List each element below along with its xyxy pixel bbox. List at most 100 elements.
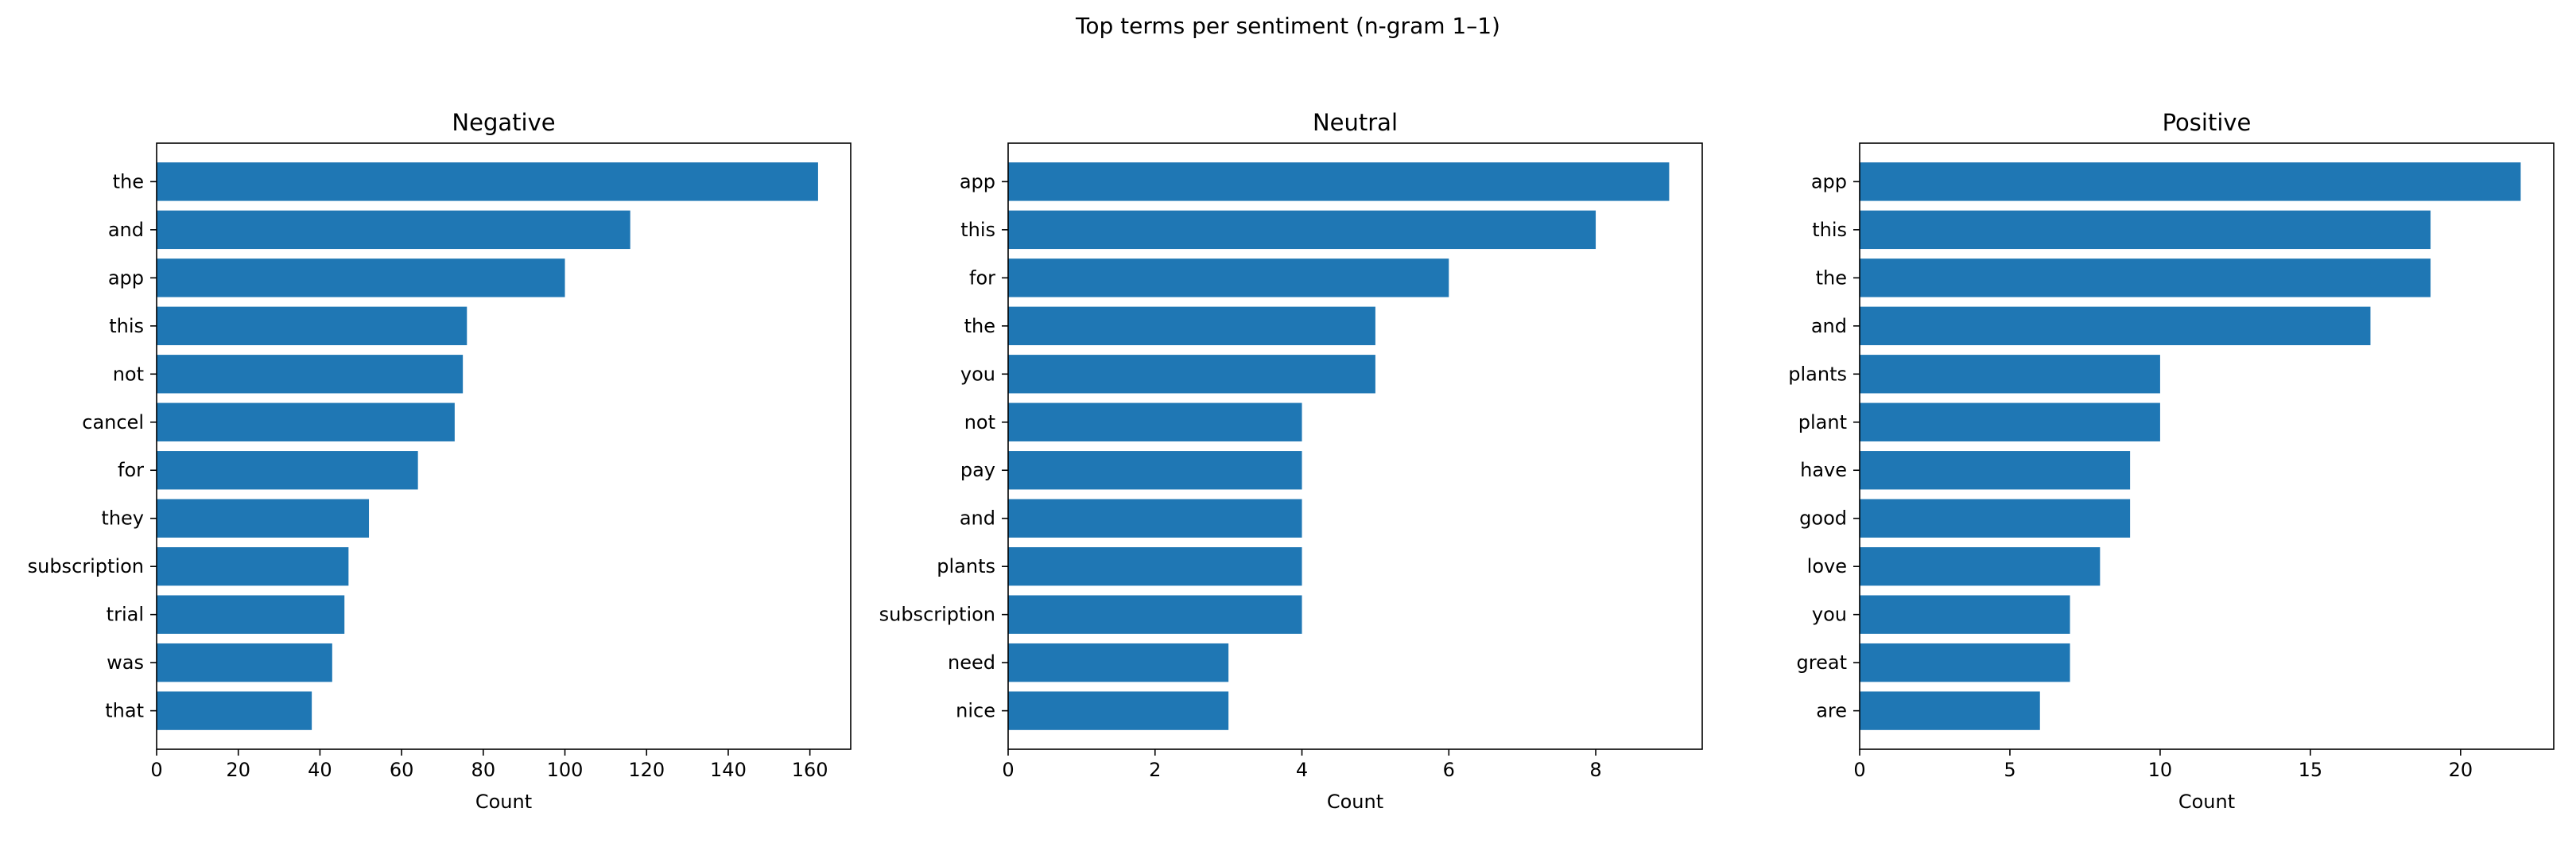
y-tick-label: are: [1816, 700, 1847, 722]
negative-x-axis-label: Count: [475, 791, 532, 813]
negative-axes-frame: [156, 142, 852, 750]
bar-positive-plants: [1860, 355, 2160, 394]
x-tick-label: 10: [2148, 759, 2173, 781]
bar-positive-have: [1860, 451, 2131, 490]
x-tick-label: 8: [1589, 759, 1601, 781]
bar-negative-subscription: [157, 547, 349, 586]
y-tick-label: trial: [107, 604, 144, 626]
bar-negative-cancel: [157, 402, 455, 441]
x-tick-label: 120: [628, 759, 665, 781]
bar-neutral-subscription: [1008, 595, 1302, 634]
neutral-x-axis-label: Count: [1327, 791, 1383, 813]
y-tick-label: pay: [960, 459, 995, 481]
y-tick-label: have: [1800, 459, 1847, 481]
x-tick-label: 4: [1296, 759, 1308, 781]
bar-neutral-app: [1008, 162, 1670, 201]
bar-positive-are: [1860, 691, 2040, 730]
bar-negative-and: [157, 210, 630, 250]
y-tick-label: not: [964, 411, 995, 433]
x-tick-label: 20: [2449, 759, 2473, 781]
y-tick-label: good: [1799, 507, 1847, 530]
x-tick-label: 40: [308, 759, 332, 781]
y-tick-label: plants: [1788, 363, 1847, 385]
x-tick-label: 60: [390, 759, 414, 781]
negative-panel: Negative the and app this not cancel for they sub…: [28, 109, 852, 813]
y-tick-label: this: [109, 315, 144, 337]
y-tick-label: nice: [956, 700, 995, 722]
bar-negative-that: [157, 691, 312, 730]
x-tick-label: 0: [1853, 759, 1865, 781]
bar-neutral-need: [1008, 643, 1229, 682]
y-tick-label: subscription: [879, 604, 995, 626]
y-tick-label: this: [1812, 219, 1847, 241]
y-tick-label: they: [101, 507, 144, 530]
bar-negative-they: [157, 499, 370, 538]
positive-axes-frame: [1859, 142, 2555, 750]
bar-neutral-you: [1008, 355, 1375, 394]
y-tick-label: the: [113, 170, 144, 192]
x-tick-label: 15: [2299, 759, 2323, 781]
bar-negative-not: [157, 355, 464, 394]
y-tick-label: you: [1812, 604, 1847, 626]
y-tick-label: that: [105, 700, 144, 722]
x-tick-label: 100: [547, 759, 584, 781]
x-tick-label: 2: [1149, 759, 1161, 781]
bar-positive-good: [1860, 499, 2131, 538]
bar-neutral-not: [1008, 402, 1302, 441]
bar-positive-the: [1860, 258, 2431, 297]
x-tick-label: 160: [792, 759, 828, 781]
bar-negative-this: [157, 306, 467, 345]
y-tick-label: love: [1807, 555, 1847, 577]
x-tick-label: 5: [2004, 759, 2015, 781]
x-tick-label: 0: [150, 759, 162, 781]
y-tick-label: app: [108, 266, 144, 289]
y-tick-label: subscription: [28, 555, 144, 577]
bar-neutral-this: [1008, 210, 1596, 250]
positive-panel-title: Positive: [2163, 109, 2252, 136]
y-tick-label: and: [1811, 315, 1847, 337]
bar-positive-love: [1860, 547, 2101, 586]
x-tick-label: 20: [226, 759, 250, 781]
y-tick-label: need: [948, 651, 995, 674]
y-tick-label: was: [107, 651, 144, 674]
bar-positive-and: [1860, 306, 2371, 345]
figure-title: Top terms per sentiment (n-gram 1–1): [1075, 13, 1500, 39]
positive-panel: Positive app this the and plants plant have good…: [1788, 109, 2555, 813]
y-tick-label: the: [964, 315, 995, 337]
y-tick-label: this: [960, 219, 995, 241]
bar-positive-this: [1860, 210, 2431, 250]
y-tick-label: cancel: [82, 411, 144, 433]
bar-negative-was: [157, 643, 332, 682]
x-tick-label: 80: [471, 759, 496, 781]
y-tick-label: for: [118, 459, 144, 481]
y-tick-label: you: [960, 363, 995, 385]
y-tick-label: and: [960, 507, 995, 530]
bar-negative-app: [157, 258, 565, 297]
neutral-panel-title: Neutral: [1313, 109, 1398, 136]
negative-panel-title: Negative: [452, 109, 555, 136]
x-tick-label: 6: [1443, 759, 1455, 781]
neutral-panel: Neutral app this for the you not pay and plants su…: [879, 109, 1703, 813]
x-tick-label: 0: [1002, 759, 1014, 781]
bar-neutral-the: [1008, 306, 1375, 345]
bar-neutral-and: [1008, 499, 1302, 538]
y-tick-label: plant: [1798, 411, 1847, 433]
bar-negative-for: [157, 451, 418, 490]
y-tick-label: great: [1797, 651, 1847, 674]
x-tick-label: 140: [710, 759, 747, 781]
bar-neutral-plants: [1008, 547, 1302, 586]
y-tick-label: app: [960, 170, 995, 192]
bar-positive-you: [1860, 595, 2070, 634]
y-tick-label: plants: [937, 555, 995, 577]
bar-negative-trial: [157, 595, 345, 634]
bar-negative-the: [157, 162, 818, 201]
neutral-axes-frame: [1007, 142, 1703, 750]
y-tick-label: for: [969, 266, 995, 289]
y-tick-label: the: [1816, 266, 1847, 289]
y-tick-label: and: [108, 219, 144, 241]
bar-positive-plant: [1860, 402, 2160, 441]
bar-positive-great: [1860, 643, 2070, 682]
bar-neutral-nice: [1008, 691, 1229, 730]
bar-neutral-for: [1008, 258, 1449, 297]
